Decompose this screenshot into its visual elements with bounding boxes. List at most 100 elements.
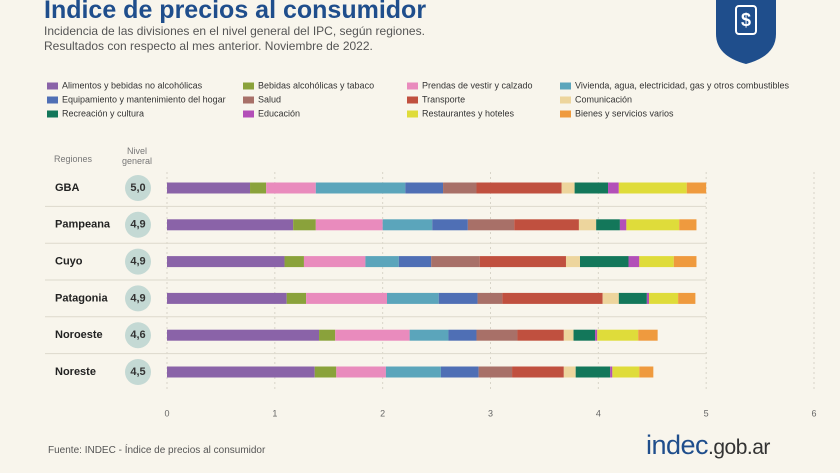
- bar-segment: [398, 256, 432, 268]
- bar-segment: [638, 329, 658, 341]
- legend-label: Prendas de vestir y calzado: [422, 80, 533, 90]
- bar-segment: [686, 182, 707, 194]
- general-label: 4,9: [130, 292, 145, 304]
- bar-segment: [649, 292, 679, 304]
- legend-label: Comunicación: [575, 94, 632, 104]
- legend-swatch: [560, 96, 571, 104]
- bar-segment: [679, 219, 697, 231]
- legend-label: Bienes y servicios varios: [575, 108, 674, 118]
- bar-segment: [639, 256, 674, 268]
- region-label: GBA: [55, 182, 80, 194]
- bar-segment: [335, 329, 410, 341]
- general-marker: [125, 248, 151, 275]
- region-label: Noroeste: [55, 329, 103, 341]
- svg-text:$: $: [741, 10, 751, 30]
- bar-segment: [673, 256, 697, 268]
- bar-segment: [314, 366, 337, 378]
- region-label: Cuyo: [55, 256, 83, 268]
- legend-label: Vivienda, agua, electricidad, gas y otro…: [575, 80, 789, 90]
- x-tick-label: 3: [488, 408, 493, 418]
- bar-segment: [608, 182, 619, 194]
- general-marker: [125, 359, 151, 385]
- legend-swatch: [560, 82, 571, 90]
- legend-swatch: [47, 110, 58, 118]
- bar-segment: [517, 329, 564, 341]
- bar-segment: [303, 256, 366, 268]
- bar-segment: [478, 366, 513, 378]
- bar-segment: [432, 219, 468, 231]
- bar-segment: [563, 366, 576, 378]
- chart-title: Indice de precios al consumidor: [44, 0, 427, 24]
- bar-segment: [476, 329, 518, 341]
- bar-segment: [595, 329, 598, 341]
- x-tick-label: 0: [164, 408, 169, 418]
- bar-segment: [266, 182, 316, 194]
- bar-segment: [386, 292, 439, 304]
- bar-segment: [467, 219, 515, 231]
- bar-segment: [476, 182, 562, 194]
- bar-segment: [628, 256, 640, 268]
- bar-segment: [438, 292, 478, 304]
- bar-segment: [405, 182, 444, 194]
- general-marker: [125, 322, 151, 349]
- bar-segment: [443, 182, 477, 194]
- bar-segment: [575, 366, 611, 378]
- bar-segment: [365, 256, 399, 268]
- legend-swatch: [243, 110, 254, 118]
- bar-segment: [578, 219, 597, 231]
- bar-segment: [639, 366, 654, 378]
- bar-segment: [319, 329, 336, 341]
- legend-label: Transporte: [422, 94, 465, 104]
- bar-segment: [382, 219, 433, 231]
- bar-segment: [646, 292, 650, 304]
- bar-segment: [167, 256, 285, 268]
- column-header: Regiones: [54, 154, 93, 164]
- bar-segment: [477, 292, 503, 304]
- bar-segment: [618, 182, 687, 194]
- bar-segment: [512, 366, 564, 378]
- bar-segment: [626, 219, 680, 231]
- bar-segment: [336, 366, 386, 378]
- legend-label: Equipamiento y mantenimiento del hogar: [62, 94, 226, 104]
- bar-segment: [409, 329, 449, 341]
- bar-segment: [602, 292, 619, 304]
- x-tick-label: 1: [272, 408, 277, 418]
- general-marker: [125, 285, 151, 312]
- legend-label: Bebidas alcohólicas y tabaco: [258, 80, 374, 90]
- general-label: 4,9: [130, 256, 145, 268]
- bar-segment: [315, 182, 406, 194]
- x-tick-label: 2: [380, 408, 385, 418]
- bar-segment: [502, 292, 603, 304]
- bar-segment: [284, 256, 304, 268]
- bar-segment: [167, 329, 320, 341]
- bar-segment: [250, 182, 267, 194]
- bar-segment: [167, 366, 315, 378]
- bar-segment: [306, 292, 387, 304]
- bar-segment: [618, 292, 647, 304]
- region-label: Pampeana: [55, 219, 111, 231]
- x-tick-label: 4: [596, 408, 601, 418]
- legend-swatch: [47, 96, 58, 104]
- bar-segment: [167, 182, 251, 194]
- bar-segment: [440, 366, 479, 378]
- bar-segment: [315, 219, 383, 231]
- bar-segment: [580, 256, 629, 268]
- bar-segment: [678, 292, 696, 304]
- legend-label: Alimentos y bebidas no alcohólicas: [62, 80, 203, 90]
- bar-segment: [597, 329, 639, 341]
- region-label: Noreste: [55, 366, 96, 378]
- x-tick-label: 6: [811, 408, 816, 418]
- general-marker: [125, 211, 151, 238]
- legend-label: Recreación y cultura: [62, 108, 144, 118]
- legend-swatch: [407, 82, 418, 90]
- bar-segment: [514, 219, 579, 231]
- bar-segment: [293, 219, 316, 231]
- bar-segment: [286, 292, 307, 304]
- bar-segment: [431, 256, 480, 268]
- bar-segment: [479, 256, 566, 268]
- general-label: 4,6: [130, 329, 145, 341]
- legend-swatch: [47, 82, 58, 90]
- source-note: Fuente: INDEC - Índice de precios al con…: [48, 445, 266, 456]
- bar-segment: [565, 256, 581, 268]
